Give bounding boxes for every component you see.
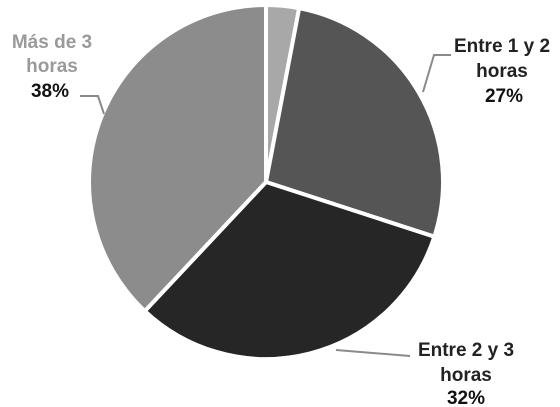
label-slice-3-line-1: Entre 2 y 3 — [418, 340, 514, 361]
label-slice-2-line-2: horas — [476, 61, 528, 82]
label-slice-2-line-1: Entre 1 y 2 — [454, 36, 550, 57]
leader-line-slice-3 — [335, 349, 411, 357]
label-slice-4-line-1: Más de 3 — [12, 32, 92, 53]
value-label-slice-2: 27% — [485, 86, 523, 107]
pie-slice-4 — [87, 3, 268, 314]
leader-line-slice-4 — [80, 95, 105, 115]
pie-slices — [87, 3, 445, 361]
pie-slice-3 — [142, 180, 437, 361]
value-label-slice-3: 32% — [447, 388, 485, 407]
value-label-slice-4: 38% — [31, 81, 69, 102]
leader-line-slice-2 — [422, 54, 451, 93]
label-slice-3-line-2: horas — [440, 365, 492, 386]
leader-lines — [80, 54, 451, 357]
label-slice-4-line-2: horas — [26, 56, 78, 77]
pie-slice-2 — [264, 6, 445, 239]
